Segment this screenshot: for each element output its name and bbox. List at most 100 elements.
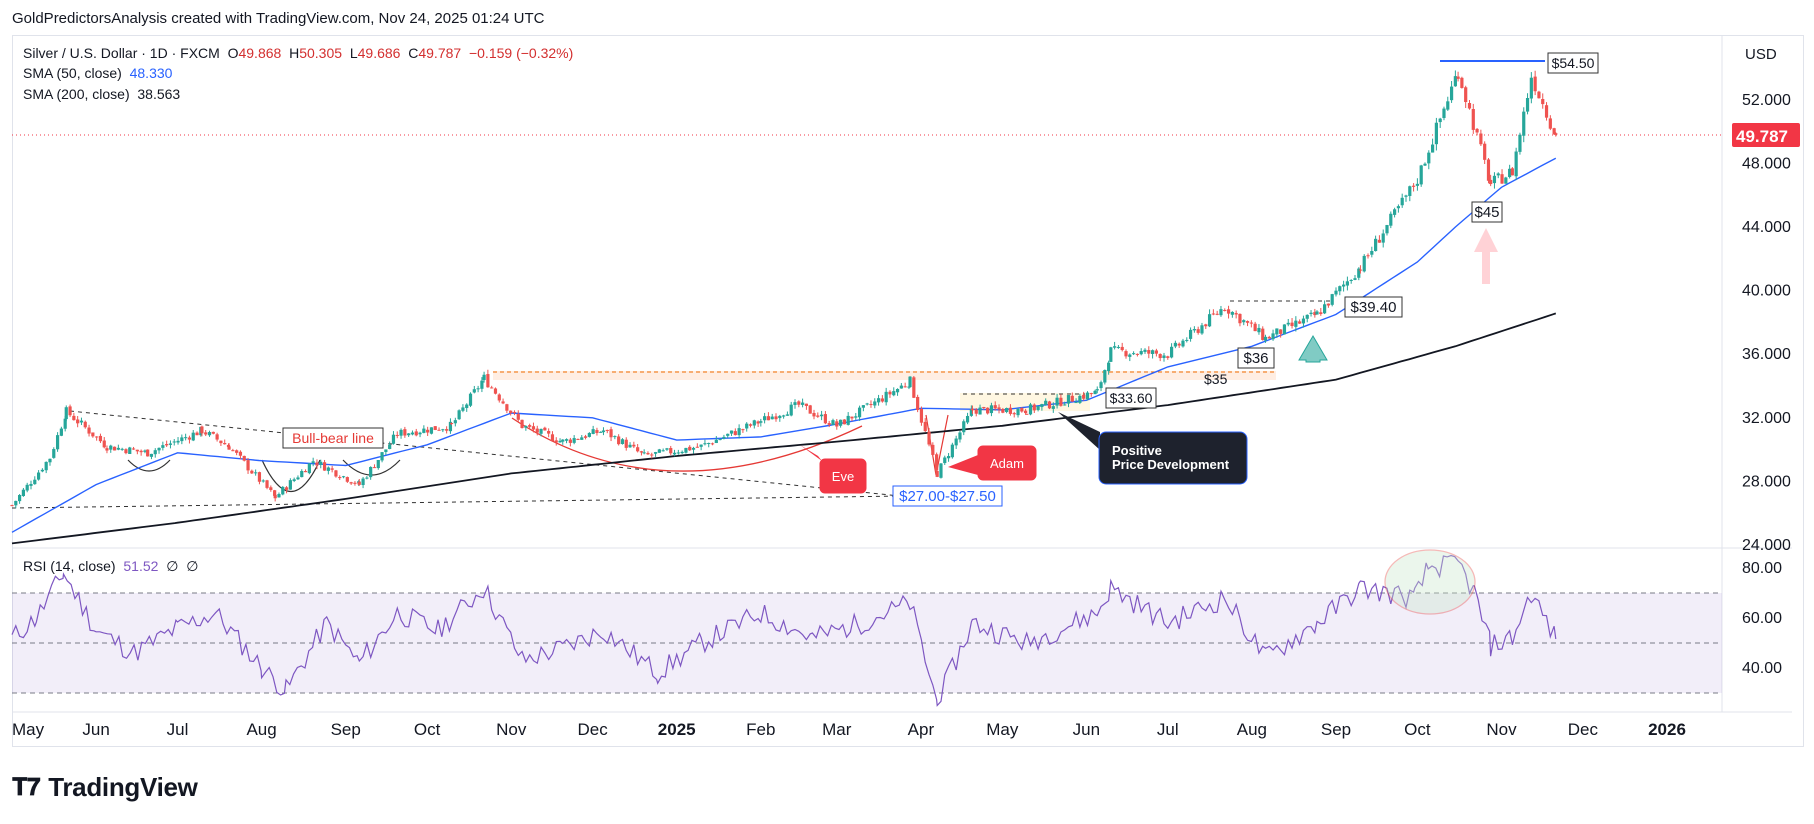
candle-body — [1358, 269, 1363, 271]
time-tick-label: Jul — [1157, 720, 1179, 739]
candle-body — [1116, 346, 1121, 348]
candle-body — [912, 377, 916, 398]
candle-body — [583, 436, 588, 438]
currency-label: USD — [1745, 46, 1777, 63]
tradingview-logo[interactable]: 𝐓𝟕 TradingView — [12, 772, 198, 803]
candle-body — [1099, 382, 1103, 389]
candle-body — [55, 435, 60, 450]
time-tick-label: Oct — [1404, 720, 1431, 739]
time-tick-label: Aug — [246, 720, 276, 739]
bull-bear-line — [69, 410, 901, 497]
candle-body — [789, 404, 793, 416]
candle-body — [292, 479, 296, 481]
legend-close-label: C — [408, 45, 419, 61]
candle-body — [449, 423, 454, 425]
candle-body — [1093, 390, 1097, 395]
candle-body — [265, 480, 269, 488]
candle-body — [632, 444, 636, 447]
candle-body — [1377, 239, 1382, 243]
candle-body — [501, 401, 505, 404]
candle-body — [365, 477, 369, 479]
candle-body — [880, 398, 884, 402]
candle-body — [873, 401, 877, 406]
candle-body — [884, 391, 888, 403]
candle-body — [311, 461, 315, 463]
legend-sma50-label: SMA (50, close) — [23, 65, 122, 81]
candle-body — [414, 431, 418, 436]
candle-body — [1434, 122, 1438, 145]
candle-body — [838, 419, 843, 426]
candle-body — [808, 405, 812, 414]
candle-body — [372, 467, 377, 469]
candle-body — [204, 432, 208, 435]
candle-body — [296, 477, 300, 480]
time-tick-label: Dec — [577, 720, 608, 739]
candle-body — [1158, 354, 1162, 359]
legend-sma50: SMA (50, close) 48.330 — [23, 65, 172, 81]
candle-body — [1234, 313, 1238, 315]
chart-credit: GoldPredictorsAnalysis created with Trad… — [12, 10, 545, 27]
candle-body — [1200, 325, 1204, 334]
sma200-line — [11, 312, 1557, 545]
candle-body — [1245, 321, 1250, 323]
candle-body — [482, 374, 486, 381]
legend-open-label: O — [227, 45, 239, 61]
candle-body — [759, 421, 763, 423]
legend-open: 49.868 — [238, 45, 282, 61]
annotations: Bull-bear line Eve Adam $27.00-$27.50 $33.60… — [282, 52, 1599, 507]
candle-body — [277, 494, 281, 498]
candle-body — [63, 418, 67, 429]
candle-body — [1226, 309, 1231, 314]
candle-body — [1479, 133, 1483, 145]
candle-body — [903, 386, 907, 388]
candle-body — [1492, 175, 1497, 184]
candle-body — [1518, 134, 1522, 152]
candle-body — [226, 444, 231, 447]
candle-body — [1177, 343, 1181, 346]
support-dashed-line — [11, 495, 906, 509]
candle-body — [1016, 408, 1020, 416]
candle-body — [322, 462, 327, 471]
candle-body — [422, 428, 426, 433]
time-tick-label: Sep — [331, 720, 361, 739]
candle-body — [1204, 324, 1208, 327]
candle-body — [341, 476, 346, 478]
candle-body — [1537, 91, 1541, 99]
candle-body — [227, 446, 231, 450]
candle-body — [1223, 309, 1227, 311]
legend-change: −0.159 (−0.32%) — [468, 45, 574, 61]
candle-body — [812, 412, 816, 417]
candle-body — [691, 447, 696, 450]
candle-body — [1330, 294, 1334, 305]
candle-body — [636, 447, 640, 452]
candle-body — [91, 432, 95, 437]
candle-body — [528, 425, 532, 427]
legend-main: Silver / U.S. Dollar · 1D · FXCM O49.868… — [23, 45, 573, 61]
candle-body — [72, 415, 76, 421]
bull-bear-label: Bull-bear line — [282, 427, 384, 449]
candle-body — [273, 490, 277, 496]
candle-body — [1024, 410, 1028, 414]
candle-body — [1446, 101, 1450, 110]
time-tick-label: 2026 — [1648, 720, 1686, 739]
candle-body — [605, 429, 609, 431]
time-tick-label: 2025 — [658, 720, 696, 739]
legend-rsi: RSI (14, close) 51.52 ∅ ∅ — [23, 558, 198, 575]
candle-body — [1408, 186, 1412, 196]
candle-body — [497, 394, 501, 401]
candle-body — [718, 439, 722, 441]
candle-body — [653, 452, 658, 454]
candle-body — [1230, 311, 1234, 315]
bull-bear-label-box — [282, 427, 384, 449]
candle-body — [1085, 392, 1090, 400]
positive-box — [1098, 431, 1248, 485]
candle-body — [722, 436, 726, 439]
candle-body — [184, 437, 188, 439]
candle-body — [486, 374, 490, 388]
time-tick-label: Feb — [746, 720, 775, 739]
candle-body — [661, 450, 665, 452]
candle-body — [591, 429, 595, 434]
candle-body — [1169, 346, 1174, 358]
candle-body — [25, 484, 29, 491]
